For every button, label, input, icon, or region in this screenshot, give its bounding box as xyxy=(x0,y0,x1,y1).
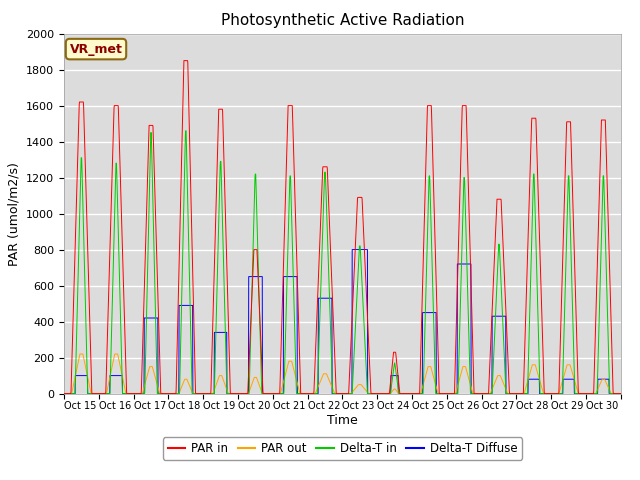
Title: Photosynthetic Active Radiation: Photosynthetic Active Radiation xyxy=(221,13,464,28)
Y-axis label: PAR (umol/m2/s): PAR (umol/m2/s) xyxy=(8,162,20,265)
X-axis label: Time: Time xyxy=(327,414,358,427)
Legend: PAR in, PAR out, Delta-T in, Delta-T Diffuse: PAR in, PAR out, Delta-T in, Delta-T Dif… xyxy=(163,437,522,460)
Text: VR_met: VR_met xyxy=(70,43,122,56)
